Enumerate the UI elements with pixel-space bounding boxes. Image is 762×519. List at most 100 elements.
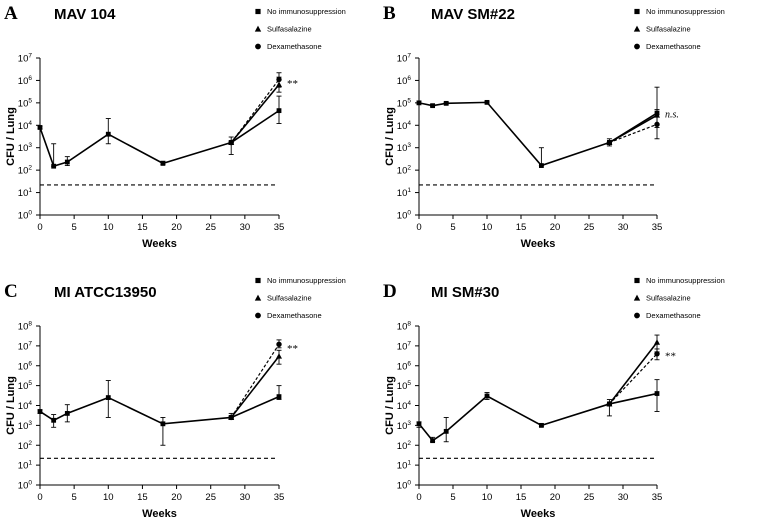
y-tick-label: 104: [397, 120, 412, 132]
panel-title: MAV 104: [54, 6, 116, 23]
y-tick-label: 105: [18, 97, 33, 109]
legend-item: Dexamethasone: [634, 311, 701, 320]
y-tick-label: 108: [397, 321, 412, 333]
y-tick-label: 108: [18, 321, 33, 333]
panel-d: D MI SM#30 No immunosuppression Sulfasalazi…: [383, 276, 725, 519]
series-line-triangle: [230, 355, 280, 418]
x-tick-label: 5: [450, 492, 455, 503]
series-point-circle: [606, 139, 613, 146]
y-tick-label: 100: [18, 480, 33, 492]
legend-label: Sulfasalazine: [267, 25, 312, 34]
series-line-baseline: [39, 127, 232, 168]
x-tick-label: 10: [103, 222, 114, 233]
y-tick-label: 102: [397, 165, 412, 177]
series-line-baseline: [418, 101, 610, 167]
legend: No immunosuppression Sulfasalazine Dexamet…: [254, 7, 346, 51]
panel-letter: A: [4, 3, 18, 24]
series-line-circle: [230, 79, 280, 143]
legend-marker-triangle: [633, 294, 641, 301]
series-line-triangle: [609, 114, 658, 144]
baseline-point: [105, 131, 111, 137]
x-tick-label: 30: [240, 222, 251, 233]
panel-title: MI ATCC13950: [54, 284, 157, 301]
y-tick-label: 106: [18, 360, 33, 372]
significance-label: **: [665, 350, 676, 362]
x-tick-label: 15: [516, 492, 527, 503]
x-axis-label: Weeks: [521, 238, 556, 250]
baseline-point: [484, 99, 490, 105]
legend-marker-square: [634, 277, 640, 284]
legend-label: Dexamethasone: [267, 311, 322, 320]
x-tick-label: 15: [516, 222, 527, 233]
panel-letter: D: [383, 281, 397, 302]
y-tick-label: 101: [397, 187, 412, 199]
x-tick-label: 5: [450, 222, 455, 233]
baseline-error-bar: [105, 118, 111, 145]
y-tick-label: 103: [397, 142, 412, 154]
significance-label: **: [287, 78, 298, 90]
series-point-circle: [606, 401, 613, 407]
y-tick-label: 103: [397, 420, 412, 432]
y-tick-label: 100: [397, 480, 412, 492]
x-tick-label: 30: [240, 492, 251, 503]
baseline-point: [430, 438, 435, 444]
legend-item: Dexamethasone: [255, 42, 322, 51]
series-point-circle: [228, 139, 234, 146]
x-tick-label: 20: [550, 492, 561, 503]
y-tick-label: 103: [18, 420, 33, 432]
series-line-baseline: [39, 396, 232, 425]
x-tick-label: 10: [103, 492, 114, 503]
x-tick-label: 0: [37, 222, 42, 233]
baseline-point: [443, 428, 449, 434]
y-tick-label: 107: [18, 53, 33, 65]
x-tick-label: 0: [416, 492, 421, 503]
baseline-point: [64, 411, 70, 416]
baseline-point: [51, 163, 57, 169]
y-axis-label: CFU / Lung: [384, 376, 396, 435]
y-tick-label: 100: [18, 210, 33, 222]
series-point-circle: [228, 414, 234, 421]
series-point-circle: [276, 76, 282, 83]
baseline-point: [37, 125, 43, 130]
legend-marker-square: [255, 277, 261, 284]
series-line-triangle: [608, 341, 658, 405]
legend-label: Dexamethasone: [267, 42, 322, 51]
y-tick-label: 101: [18, 460, 33, 472]
y-tick-label: 106: [18, 75, 33, 87]
legend-marker-circle: [255, 43, 261, 50]
x-tick-label: 25: [584, 492, 595, 503]
x-tick-label: 20: [171, 222, 182, 233]
series-point-square: [276, 108, 282, 114]
x-tick-label: 25: [205, 492, 216, 503]
x-tick-label: 35: [652, 492, 663, 503]
y-axis-label: CFU / Lung: [5, 107, 17, 166]
legend-item: Sulfasalazine: [633, 25, 691, 34]
y-tick-label: 107: [397, 53, 412, 65]
baseline-point: [443, 100, 449, 106]
series-line-square: [609, 392, 658, 405]
y-tick-label: 104: [18, 400, 33, 412]
series-point-circle: [654, 121, 660, 128]
y-tick-label: 107: [397, 340, 412, 352]
x-tick-label: 10: [482, 492, 493, 503]
x-tick-label: 30: [618, 492, 629, 503]
y-tick-label: 104: [18, 120, 33, 132]
baseline-point: [430, 103, 435, 109]
y-tick-label: 101: [397, 460, 412, 472]
series-point-circle: [276, 341, 282, 348]
y-tick-label: 103: [18, 142, 33, 154]
x-tick-label: 5: [71, 222, 76, 233]
series-point-square: [654, 391, 660, 396]
x-tick-label: 30: [618, 222, 629, 233]
x-tick-label: 35: [274, 492, 285, 503]
baseline-point: [160, 160, 166, 166]
legend-item: Dexamethasone: [255, 311, 322, 320]
series-line-circle: [609, 123, 658, 144]
legend-label: Sulfasalazine: [646, 25, 691, 34]
y-tick-label: 107: [18, 340, 33, 352]
y-axis-label: CFU / Lung: [5, 376, 17, 435]
legend-label: Sulfasalazine: [267, 294, 312, 303]
baseline-point: [484, 393, 490, 399]
y-tick-label: 100: [397, 210, 412, 222]
y-tick-label: 101: [18, 187, 33, 199]
